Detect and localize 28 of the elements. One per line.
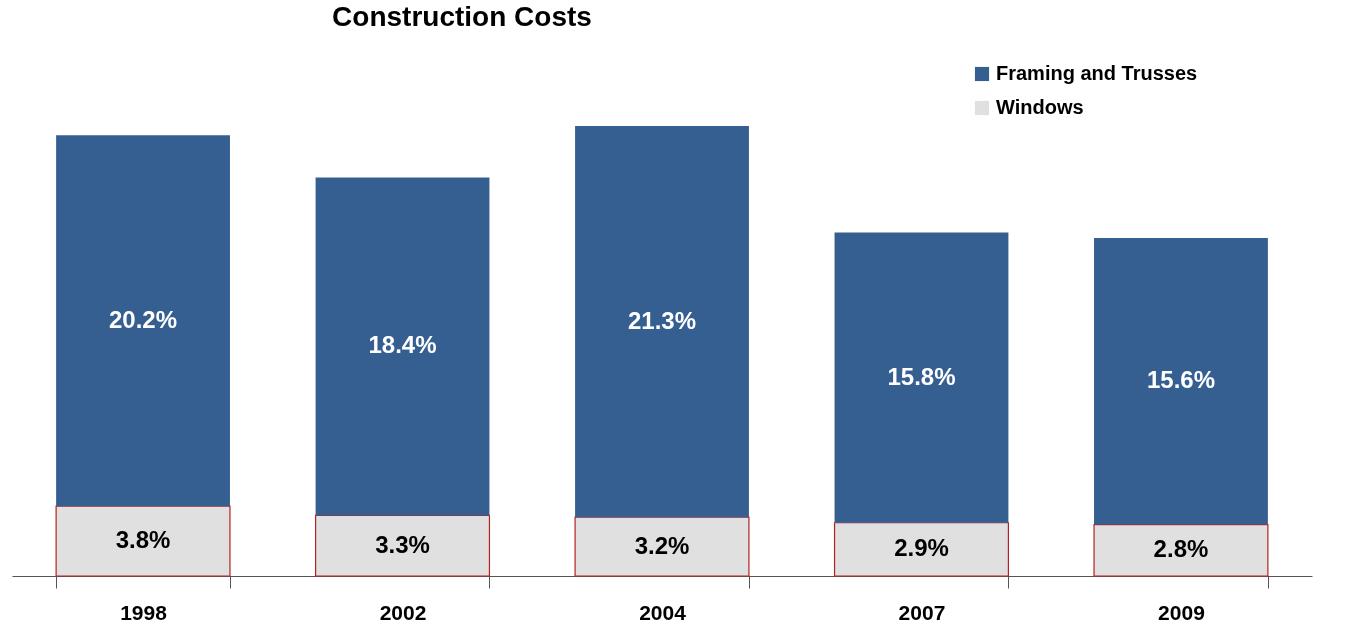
data-label: 21.3%: [627, 306, 697, 334]
data-label: 2.9%: [894, 534, 949, 562]
x-tick-label: 1998: [120, 600, 168, 624]
chart-title: Construction Costs: [332, 1, 592, 32]
data-label: 3.2%: [634, 531, 690, 559]
legend-label: Windows: [996, 96, 1084, 118]
x-tick-label: 2007: [898, 600, 946, 624]
data-label: 3.3%: [375, 530, 430, 558]
data-label: 15.8%: [887, 362, 956, 390]
bar: [1094, 238, 1268, 525]
bar: [575, 126, 749, 518]
x-tick-label: 2004: [639, 600, 687, 624]
data-label: 18.4%: [368, 331, 437, 359]
bar: [834, 232, 1009, 523]
x-tick-label: 2009: [1158, 600, 1205, 624]
data-label: 15.6%: [1146, 366, 1215, 394]
x-tick-label: 2002: [379, 600, 427, 624]
bar: [56, 135, 230, 507]
data-label: 20.2%: [109, 305, 178, 333]
bar: [314, 514, 491, 577]
data-label: 2.8%: [1153, 535, 1209, 563]
bar: [55, 505, 231, 577]
bar: [833, 522, 1010, 577]
legend-label: Framing and Trusses: [996, 62, 1198, 84]
bar: [574, 516, 750, 577]
bar: [1093, 523, 1269, 577]
data-label: 3.8%: [115, 526, 171, 554]
bar: [315, 177, 490, 516]
